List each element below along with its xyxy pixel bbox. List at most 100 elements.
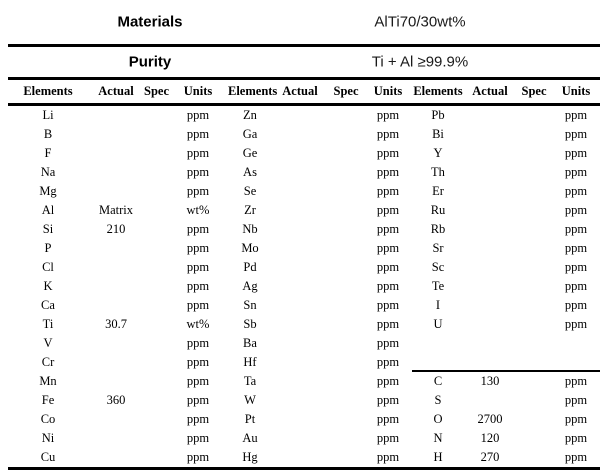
table-cell: ppm [376, 222, 400, 236]
column-header: Actual [282, 84, 318, 98]
table-cell: Fe [41, 393, 55, 407]
table-cell [88, 372, 144, 391]
table-cell: Cu [40, 450, 56, 464]
table-cell [328, 296, 364, 315]
column-header: Units [183, 84, 213, 98]
table-cell: Al [41, 203, 55, 217]
table-cell [144, 296, 168, 315]
table-cell: ppm [564, 203, 588, 217]
table-cell [272, 182, 328, 201]
table-cell [88, 277, 144, 296]
table-cell [464, 144, 516, 163]
table-cell: Mo [241, 241, 259, 255]
table-cell: 130 [480, 374, 500, 388]
table-cell: ppm [186, 374, 210, 388]
table-cell: O [433, 412, 443, 426]
table-cell [88, 448, 144, 467]
table-cell [272, 296, 328, 315]
table-cell [88, 353, 144, 372]
table-cell: ppm [186, 431, 210, 445]
table-cell [464, 277, 516, 296]
table-cell: Pd [243, 260, 257, 274]
table-cell: Cr [41, 355, 55, 369]
table-cell: ppm [376, 279, 400, 293]
table-cell: ppm [376, 393, 400, 407]
table-cell [144, 163, 168, 182]
column-header: Units [561, 84, 591, 98]
table-cell: Cl [42, 260, 54, 274]
table-cell: As [243, 165, 257, 179]
table-cell: 360 [106, 393, 126, 407]
table-cell: ppm [186, 336, 210, 350]
table-cell: Hg [242, 450, 258, 464]
materials-value: AlTi70/30wt% [374, 13, 466, 31]
table-cell: ppm [564, 450, 588, 464]
table-cell: ppm [186, 450, 210, 464]
table-cell: ppm [186, 393, 210, 407]
table-cell: Ni [41, 431, 55, 445]
table-cell [88, 106, 144, 125]
table-cell [144, 239, 168, 258]
table-cell: ppm [564, 184, 588, 198]
table-cell [144, 353, 168, 372]
table-cell: Sn [243, 298, 257, 312]
table-cell: Ge [242, 146, 258, 160]
table-cell [464, 296, 516, 315]
table-cell [464, 258, 516, 277]
table-cell [272, 353, 328, 372]
table-cell [328, 448, 364, 467]
table-cell: Pb [431, 108, 445, 122]
table-cell [272, 448, 328, 467]
table-cell [464, 334, 516, 353]
table-cell [88, 239, 144, 258]
table-cell: Ba [243, 336, 257, 350]
table-cell [464, 182, 516, 201]
table-cell: Se [243, 184, 257, 198]
divider [8, 467, 600, 470]
table-cell [88, 125, 144, 144]
table-cell: H [433, 450, 443, 464]
table-cell [144, 220, 168, 239]
table-cell: ppm [564, 146, 588, 160]
table-cell [464, 163, 516, 182]
table-cell: Sb [243, 317, 257, 331]
table-cell: Ru [430, 203, 446, 217]
table-cell [328, 429, 364, 448]
table-cell: ppm [186, 184, 210, 198]
table-cell [552, 334, 600, 353]
table-cell [516, 391, 552, 410]
table-cell: ppm [376, 317, 400, 331]
table-cell [516, 315, 552, 334]
table-cell: Au [242, 431, 258, 445]
table-cell: Matrix [98, 203, 134, 217]
table-cell: ppm [564, 393, 588, 407]
table-cell [328, 315, 364, 334]
table-cell: ppm [376, 184, 400, 198]
table-cell [144, 144, 168, 163]
table-cell: Hf [243, 355, 257, 369]
table-cell [328, 353, 364, 372]
table-cell [144, 182, 168, 201]
table-cell [144, 201, 168, 220]
table-cell: Te [431, 279, 445, 293]
table-cell: ppm [376, 146, 400, 160]
table-cell [516, 163, 552, 182]
table-cell [328, 410, 364, 429]
table-cell: 210 [106, 222, 126, 236]
column-header: Spec [521, 84, 547, 98]
table-cell [272, 372, 328, 391]
table-cell: ppm [564, 412, 588, 426]
table-cell [144, 315, 168, 334]
bottom-margin [8, 470, 600, 475]
table-cell [516, 277, 552, 296]
table-cell: B [43, 127, 53, 141]
table-cell: ppm [564, 374, 588, 388]
table-cell [144, 429, 168, 448]
table-cell: Er [432, 184, 444, 198]
table-cell: ppm [376, 298, 400, 312]
table-cell [272, 391, 328, 410]
table-cell [516, 429, 552, 448]
table-cell [272, 144, 328, 163]
table-cell: ppm [186, 355, 210, 369]
table-cell: ppm [376, 450, 400, 464]
